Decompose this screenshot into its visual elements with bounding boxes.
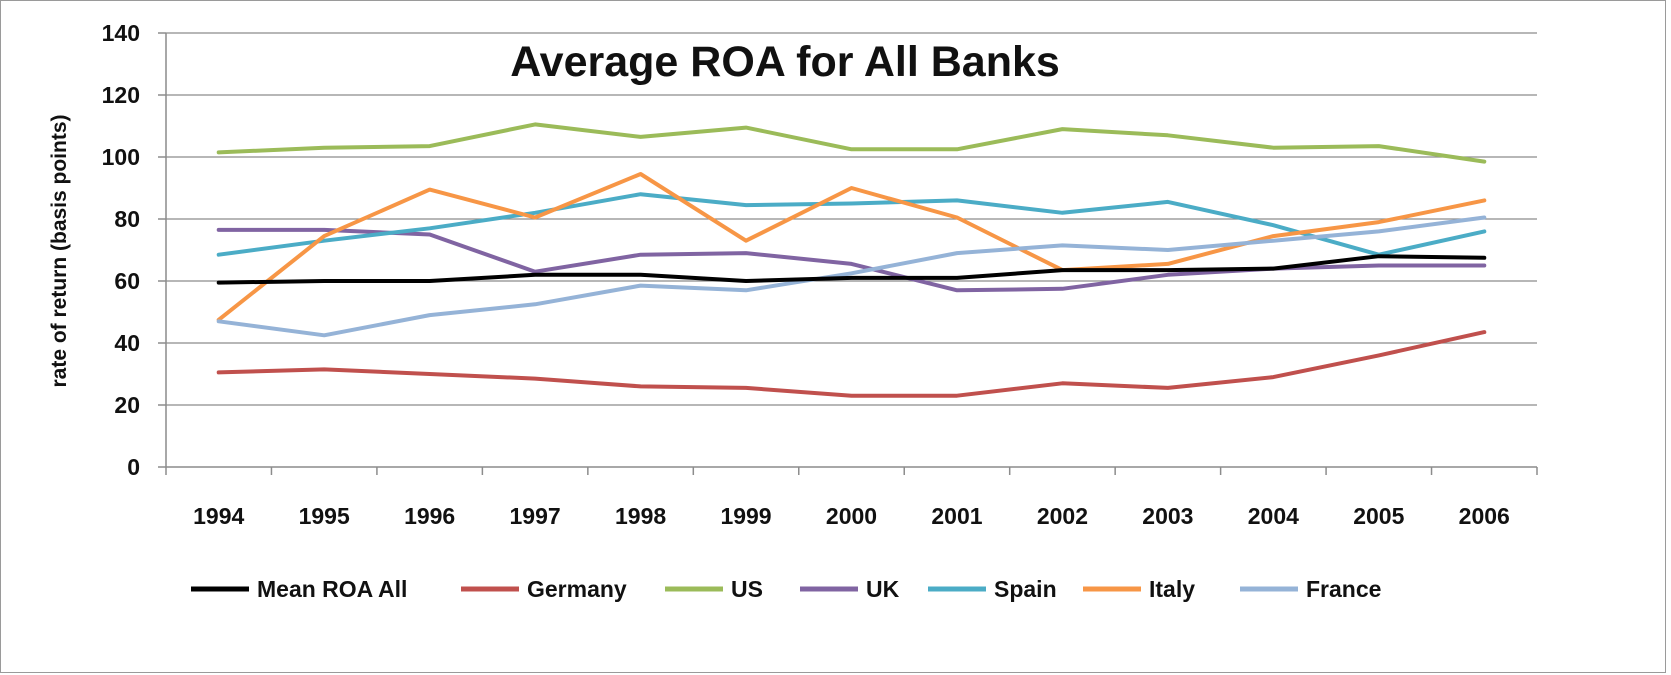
x-tick-label: 1996 xyxy=(404,503,455,529)
y-tick-label: 60 xyxy=(114,268,140,294)
series-line-italy xyxy=(216,172,1487,322)
x-tick-label: 1998 xyxy=(615,503,666,529)
y-tick-label: 20 xyxy=(114,392,140,418)
x-tick-labels: 1994 1995 1996 1997 1998 1999 2000 2001 2002 2003… xyxy=(193,503,1510,529)
series-line-spain xyxy=(216,192,1487,257)
series-line-us xyxy=(216,122,1487,164)
y-tick-labels: 0 20 40 60 80 100 120 140 xyxy=(102,20,140,480)
series-line-mean-roa-all xyxy=(216,254,1487,285)
y-axis-title: rate of return (basis points) xyxy=(48,114,71,387)
y-tick-label: 80 xyxy=(114,206,140,232)
chart-title: Average ROA for All Banks xyxy=(510,38,1060,86)
series-line-germany xyxy=(216,330,1487,398)
legend-label: US xyxy=(731,576,763,602)
legend-label: France xyxy=(1306,576,1381,602)
x-tick-label: 2006 xyxy=(1459,503,1510,529)
x-tick-label: 2001 xyxy=(931,503,982,529)
x-tick-label: 1999 xyxy=(720,503,771,529)
series-lines xyxy=(216,122,1487,398)
y-tick-label: 100 xyxy=(102,144,140,170)
x-tick-label: 2000 xyxy=(826,503,877,529)
legend-label: Italy xyxy=(1149,576,1195,602)
x-tick-label: 2003 xyxy=(1142,503,1193,529)
gridlines xyxy=(166,32,1537,406)
y-tick-label: 40 xyxy=(114,330,140,356)
x-tick-label: 1994 xyxy=(193,503,244,529)
legend-label: Mean ROA All xyxy=(257,576,407,602)
y-tick-label: 120 xyxy=(102,82,140,108)
series-line-france xyxy=(216,215,1487,338)
x-tick-label: 2005 xyxy=(1353,503,1404,529)
y-tick-label: 140 xyxy=(102,20,140,46)
x-tick-label: 2004 xyxy=(1248,503,1299,529)
y-tick-label: 0 xyxy=(127,454,140,480)
legend: Mean ROA All Germany US UK Spain Italy France xyxy=(191,576,1381,602)
legend-label: UK xyxy=(866,576,900,602)
legend-label: Spain xyxy=(994,576,1057,602)
legend-label: Germany xyxy=(527,576,627,602)
x-tick-label: 1995 xyxy=(299,503,350,529)
x-tick-label: 2002 xyxy=(1037,503,1088,529)
axes xyxy=(158,32,1538,475)
x-tick-label: 1997 xyxy=(510,503,561,529)
